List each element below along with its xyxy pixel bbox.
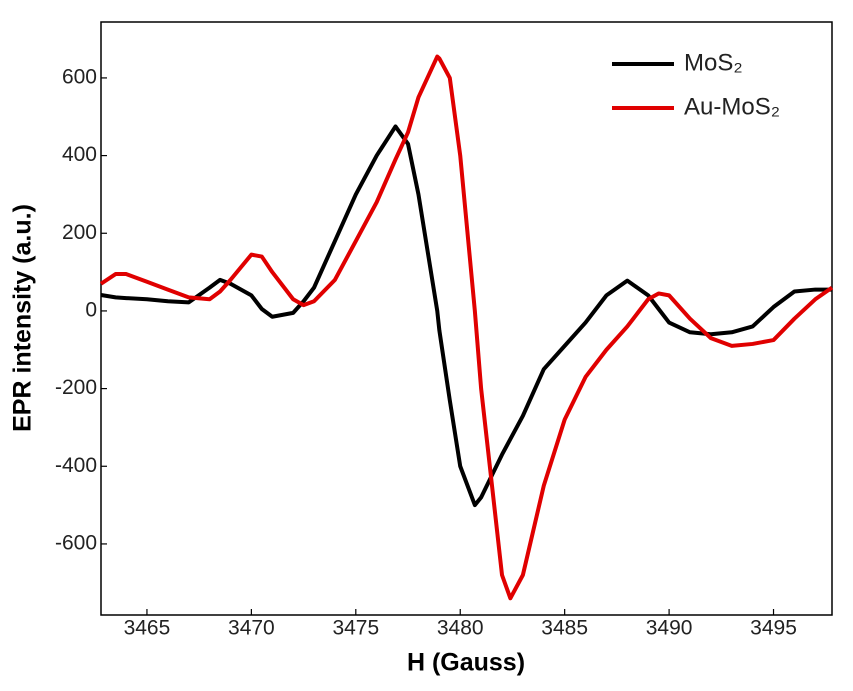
x-tick-label: 3495 (750, 617, 797, 640)
y-tick-label: -200 (55, 376, 97, 399)
x-tick-label: 3465 (124, 617, 171, 640)
x-tick-label: 3485 (541, 617, 588, 640)
series-line (99, 54, 834, 601)
plot-frame (100, 21, 833, 616)
x-tick-label: 3475 (332, 617, 379, 640)
x-tick-label: 3490 (646, 617, 693, 640)
y-tick-label: 0 (85, 298, 97, 321)
legend-label: Au-MoS₂ (684, 93, 780, 120)
series-line (100, 124, 832, 508)
x-tick-label: 3480 (437, 617, 484, 640)
legend-label: MoS₂ (684, 49, 743, 76)
y-tick-label: 400 (62, 143, 97, 166)
y-tick-label: 200 (62, 221, 97, 244)
y-axis-title: EPR intensity (a.u.) (9, 204, 37, 432)
y-tick-label: 600 (62, 65, 97, 88)
y-tick-label: -600 (55, 531, 97, 554)
y-tick-label: -400 (55, 454, 97, 477)
x-axis-title: H (Gauss) (407, 649, 525, 677)
x-tick-label: 3470 (228, 617, 275, 640)
